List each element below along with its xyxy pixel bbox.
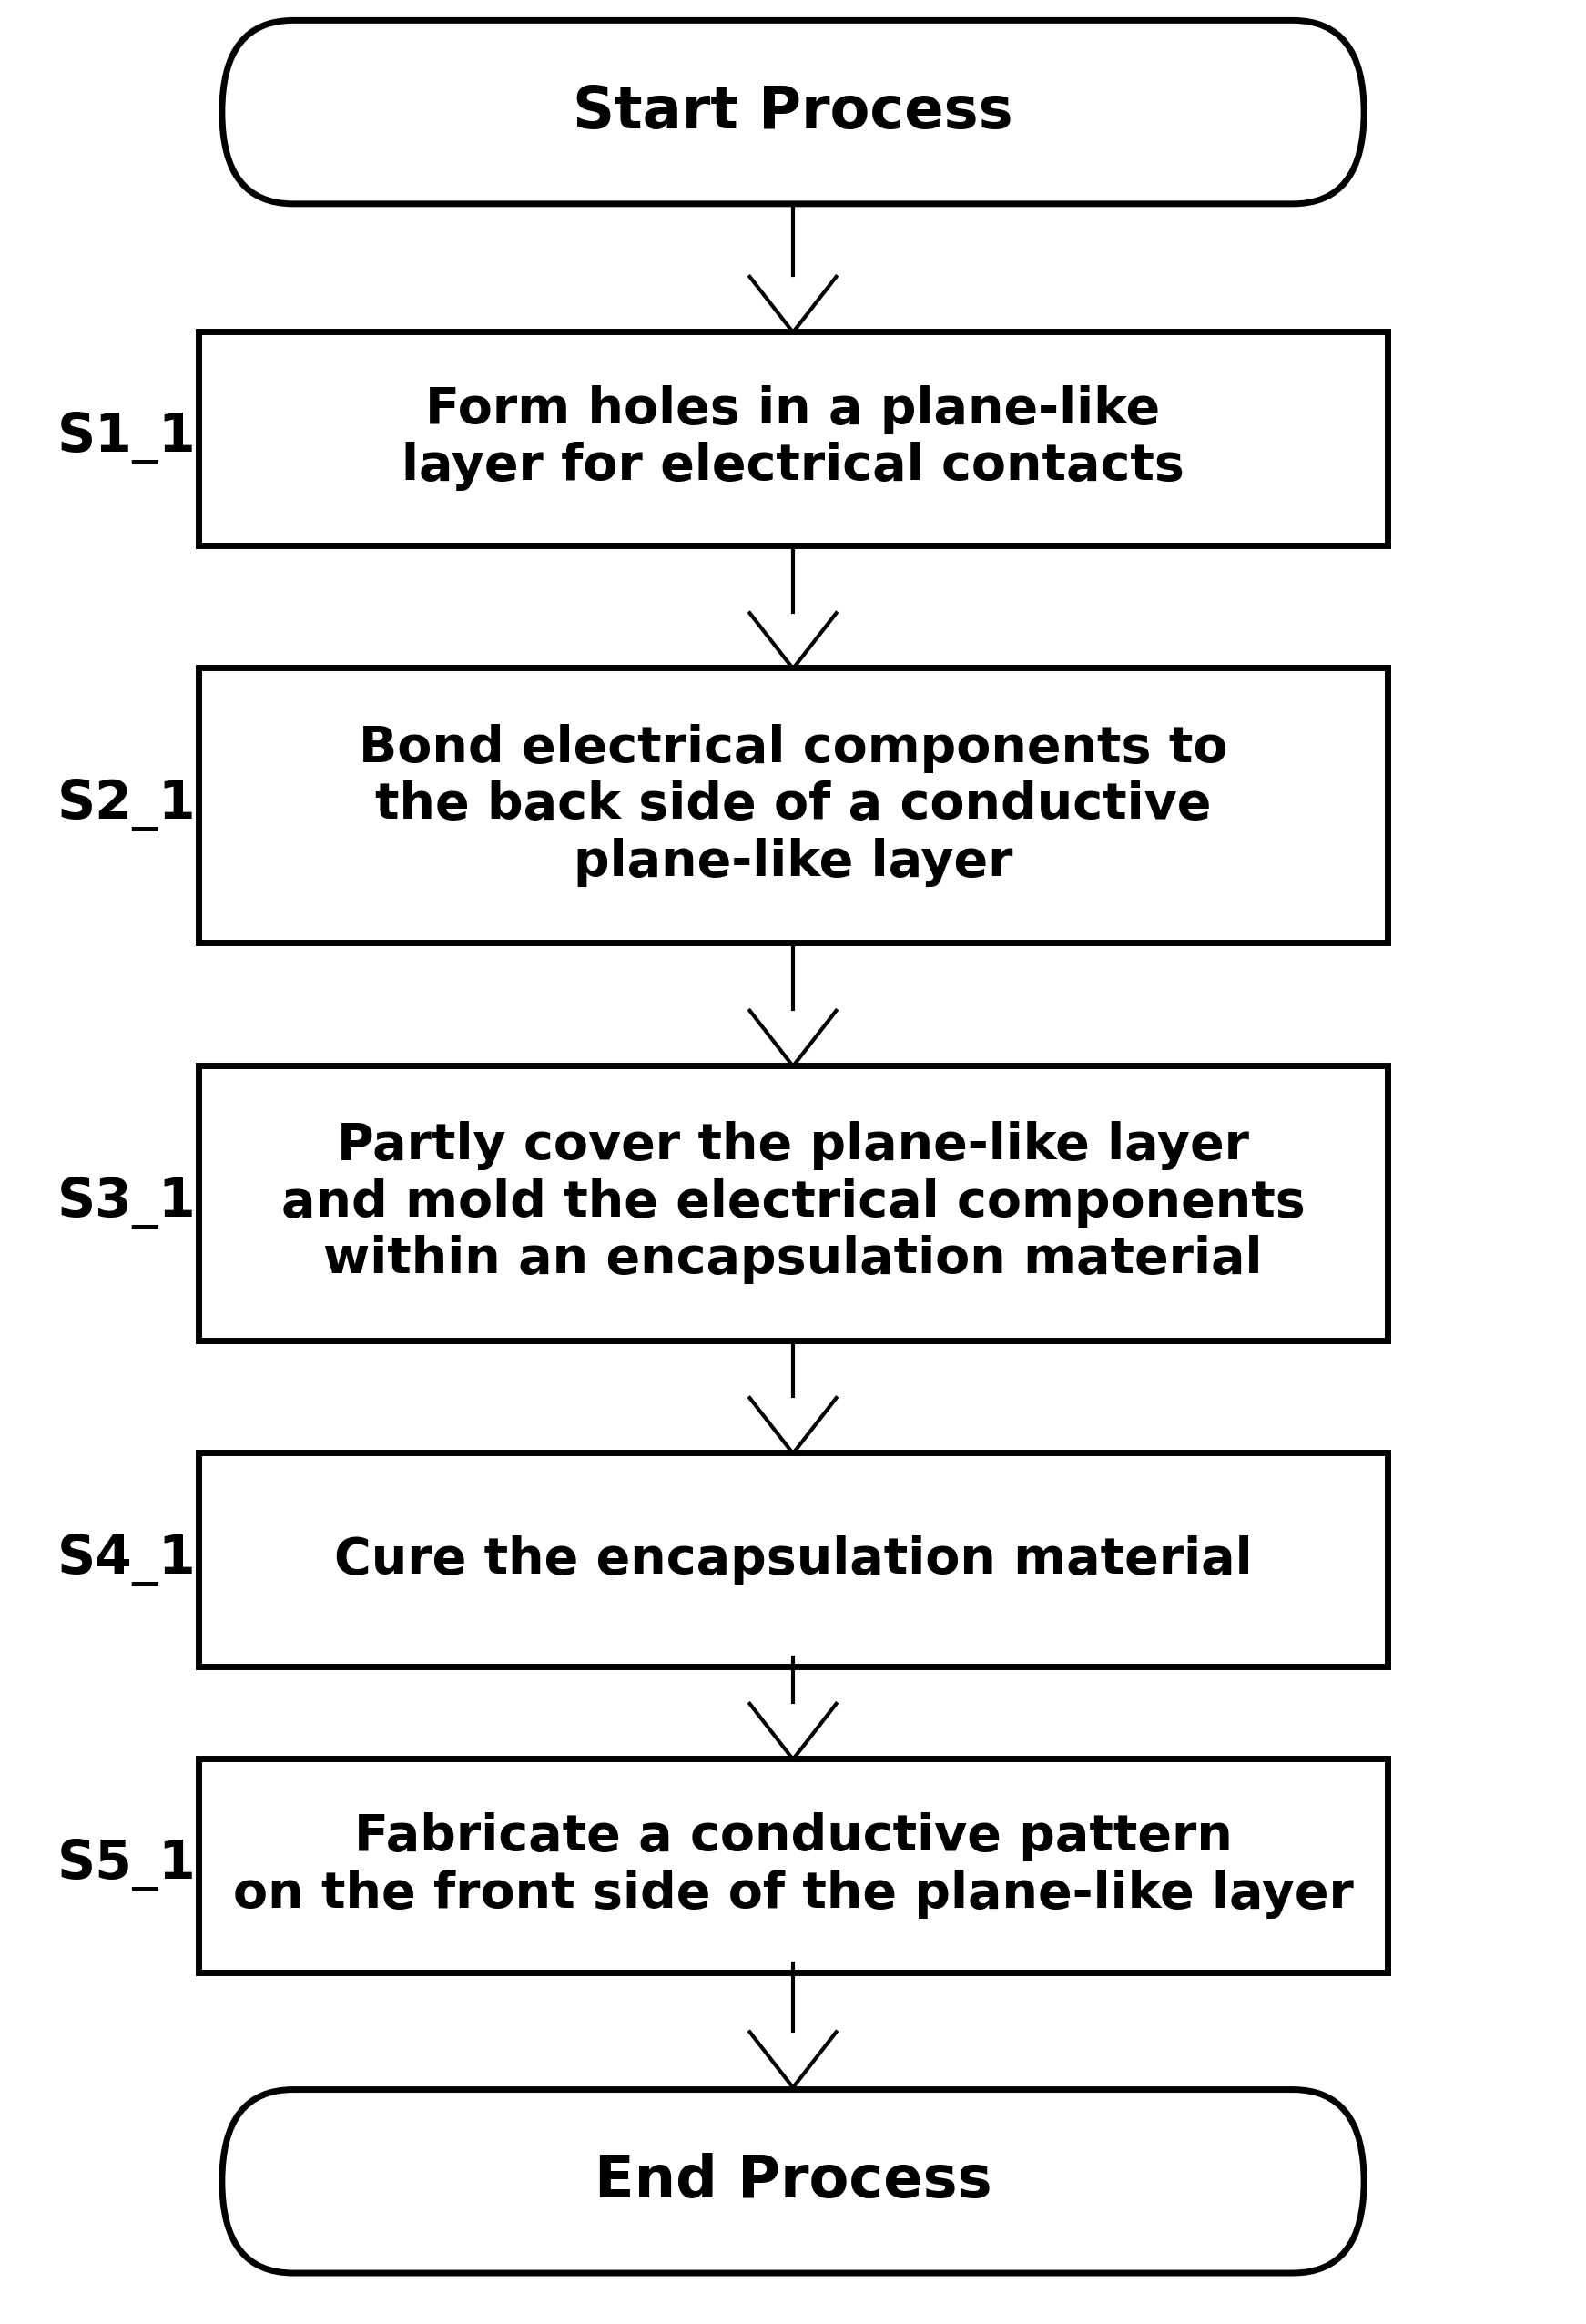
Text: Start Process: Start Process — [573, 84, 1013, 139]
Bar — [198, 332, 1388, 546]
Text: Cure the encapsulation material: Cure the encapsulation material — [333, 1534, 1253, 1585]
Text: Form holes in a plane-like
layer for electrical contacts: Form holes in a plane-like layer for ele… — [401, 386, 1185, 490]
Text: Fabricate a conductive pattern
on the front side of the plane-like layer: Fabricate a conductive pattern on the fr… — [233, 1813, 1353, 1917]
FancyBboxPatch shape — [222, 2089, 1364, 2273]
Bar — [198, 1064, 1388, 1341]
Text: S5_1: S5_1 — [57, 1838, 197, 1892]
Text: S3_1: S3_1 — [57, 1176, 197, 1229]
FancyBboxPatch shape — [222, 21, 1364, 205]
Bar — [198, 1759, 1388, 1973]
Bar — [198, 667, 1388, 944]
Text: S1_1: S1_1 — [57, 411, 197, 465]
Text: End Process: End Process — [595, 2152, 991, 2210]
Text: Bond electrical components to
the back side of a conductive
plane-like layer: Bond electrical components to the back s… — [358, 723, 1228, 888]
Bar — [198, 1452, 1388, 1666]
Text: Partly cover the plane-like layer
and mold the electrical components
within an e: Partly cover the plane-like layer and mo… — [281, 1122, 1305, 1285]
Text: S2_1: S2_1 — [57, 779, 197, 832]
Text: S4_1: S4_1 — [57, 1534, 197, 1585]
